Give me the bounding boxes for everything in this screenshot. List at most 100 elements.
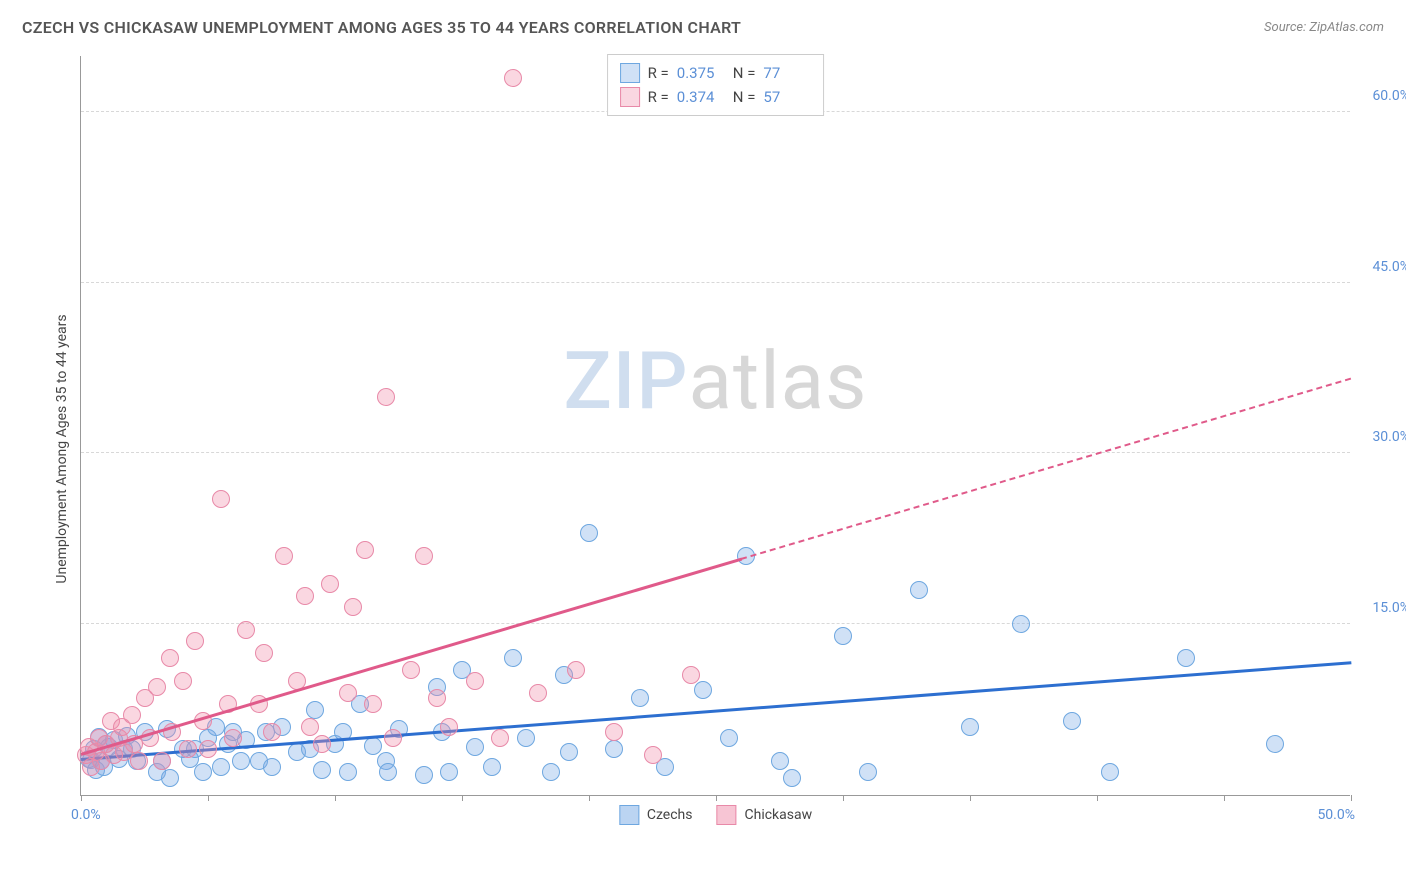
series-legend: Czechs Chickasaw: [619, 805, 812, 825]
data-point: [356, 541, 374, 559]
data-point: [301, 718, 319, 736]
legend-swatch: [620, 63, 640, 83]
x-axis-max-label: 50.0%: [1317, 807, 1355, 823]
stat-r-value: 0.375: [677, 64, 725, 82]
data-point: [961, 718, 979, 736]
data-point: [567, 661, 585, 679]
data-point: [415, 547, 433, 565]
data-point: [1012, 615, 1030, 633]
gridline: [81, 623, 1350, 624]
y-tick-label: 15.0%: [1355, 600, 1406, 616]
data-point: [402, 661, 420, 679]
data-point: [339, 684, 357, 702]
data-point: [153, 752, 171, 770]
data-point: [313, 761, 331, 779]
legend-swatch: [717, 805, 737, 825]
title-bar: CZECH VS CHICKASAW UNEMPLOYMENT AMONG AG…: [22, 18, 1384, 37]
data-point: [174, 672, 192, 690]
legend-swatch: [620, 87, 640, 107]
data-point: [694, 681, 712, 699]
data-point: [321, 575, 339, 593]
x-tick: [81, 795, 82, 801]
data-point: [440, 718, 458, 736]
data-point: [148, 678, 166, 696]
data-point: [364, 737, 382, 755]
data-point: [212, 490, 230, 508]
legend-swatch: [619, 805, 639, 825]
x-tick: [1224, 795, 1225, 801]
data-point: [306, 701, 324, 719]
x-tick: [462, 795, 463, 801]
x-axis-min-label: 0.0%: [71, 807, 101, 823]
watermark: ZIPatlas: [564, 334, 868, 428]
data-point: [720, 729, 738, 747]
legend-label: Chickasaw: [745, 807, 813, 823]
x-tick: [1097, 795, 1098, 801]
data-point: [466, 672, 484, 690]
stats-legend-row: R = 0.375 N = 77: [620, 61, 812, 85]
watermark-atlas: atlas: [689, 334, 868, 428]
stats-legend-row: R =0.374N =57: [620, 85, 812, 109]
stat-n-value: 77: [763, 64, 811, 82]
legend-item: Czechs: [619, 805, 693, 825]
plot-area: ZIPatlas R =0.375N =77R =0.374N =57 0.0%…: [80, 56, 1350, 796]
data-point: [237, 621, 255, 639]
data-point: [771, 752, 789, 770]
data-point: [255, 644, 273, 662]
gridline: [81, 452, 1350, 453]
stats-legend: R =0.375N =77R =0.374N =57: [607, 54, 825, 116]
data-point: [263, 723, 281, 741]
stat-r-label: R =: [648, 88, 669, 106]
data-point: [384, 729, 402, 747]
data-point: [1063, 712, 1081, 730]
source-attribution: Source: ZipAtlas.com: [1264, 20, 1384, 35]
data-point: [491, 729, 509, 747]
data-point: [1266, 735, 1284, 753]
x-tick: [335, 795, 336, 801]
data-point: [1101, 763, 1119, 781]
stat-n-label: N =: [733, 88, 756, 106]
data-point: [560, 743, 578, 761]
data-point: [123, 706, 141, 724]
y-tick-label: 60.0%: [1355, 88, 1406, 104]
y-tick-label: 45.0%: [1355, 259, 1406, 275]
data-point: [161, 769, 179, 787]
x-tick: [1351, 795, 1352, 801]
data-point: [440, 763, 458, 781]
trend-line-extrapolated: [741, 378, 1351, 560]
x-tick: [716, 795, 717, 801]
y-axis-label: Unemployment Among Ages 35 to 44 years: [54, 314, 70, 583]
data-point: [517, 729, 535, 747]
data-point: [199, 740, 217, 758]
stat-n-value: 57: [763, 88, 811, 106]
data-point: [428, 689, 446, 707]
data-point: [682, 666, 700, 684]
data-point: [631, 689, 649, 707]
watermark-zip: ZIP: [564, 334, 689, 428]
data-point: [483, 758, 501, 776]
data-point: [212, 758, 230, 776]
data-point: [194, 763, 212, 781]
data-point: [504, 649, 522, 667]
stat-r-label: R =: [648, 64, 669, 82]
data-point: [161, 649, 179, 667]
data-point: [130, 752, 148, 770]
x-tick: [970, 795, 971, 801]
trend-line: [81, 662, 1351, 761]
chart-title: CZECH VS CHICKASAW UNEMPLOYMENT AMONG AG…: [22, 18, 741, 37]
data-point: [377, 388, 395, 406]
legend-label: Czechs: [647, 807, 693, 823]
gridline: [81, 282, 1350, 283]
data-point: [834, 627, 852, 645]
data-point: [186, 632, 204, 650]
data-point: [859, 763, 877, 781]
x-tick: [208, 795, 209, 801]
data-point: [344, 598, 362, 616]
data-point: [644, 746, 662, 764]
x-tick: [589, 795, 590, 801]
data-point: [339, 763, 357, 781]
data-point: [415, 766, 433, 784]
x-tick: [843, 795, 844, 801]
data-point: [1177, 649, 1195, 667]
stat-n-label: N =: [733, 64, 756, 82]
